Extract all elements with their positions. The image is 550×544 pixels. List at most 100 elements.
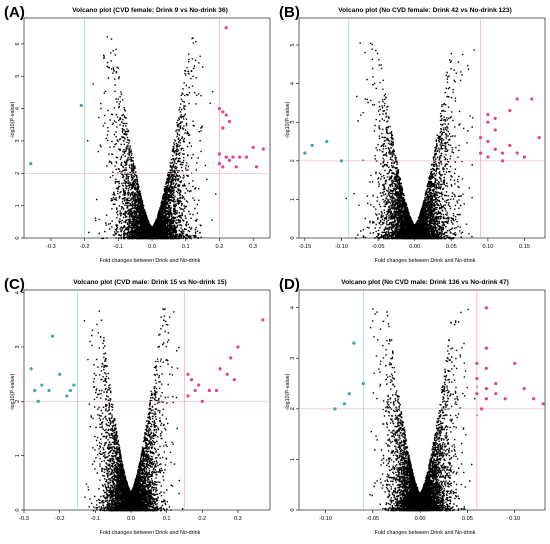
x-tick-label-b-3: 0.00 (409, 244, 420, 250)
x-tick-label-a-6: 0.3 (249, 244, 257, 250)
up-point-b-8 (493, 147, 497, 151)
up-point-a-17 (217, 161, 222, 166)
x-tick-label-a-2: -0.1 (114, 244, 124, 250)
y-tick-label-c-2: 2 (15, 400, 21, 403)
down-point-d-4 (333, 407, 337, 411)
up-point-a-2 (221, 110, 225, 114)
chart-title-c: Volcano plot (CVD male: Drink 15 vs No-d… (73, 279, 226, 286)
up-point-b-6 (478, 136, 483, 140)
x-tick-label-c-5: 0.2 (198, 516, 206, 522)
up-point-d-8 (494, 392, 498, 396)
up-point-b-1 (493, 116, 497, 120)
y-tick-label-a-5: 5 (15, 75, 21, 78)
x-tick-label-b-2: -0.05 (372, 244, 385, 250)
volcano-panel-c: (C) Volcano plot (CVD male: Drink 15 vs … (0, 272, 275, 544)
x-tick-label-a-3: 0.0 (148, 244, 156, 250)
up-point-c-4 (225, 372, 229, 376)
up-point-c-10 (186, 394, 190, 398)
y-tick-label-d-4: 4 (290, 306, 296, 309)
x-axis-label-d: Fold changes between Drink and No-drink (375, 530, 476, 536)
down-point-c-7 (47, 388, 51, 393)
up-point-a-3 (224, 113, 228, 117)
up-point-c-9 (207, 388, 211, 393)
panel-label-b: (B) (279, 4, 300, 21)
x-tick-label-a-5: 0.2 (216, 244, 224, 250)
up-point-d-10 (522, 387, 526, 391)
volcano-svg-d: (D) Volcano plot (No CVD male: Drink 136… (279, 276, 546, 536)
down-point-d-0 (352, 341, 356, 345)
down-point-a-1 (29, 161, 33, 166)
up-point-c-11 (200, 399, 204, 403)
up-point-d-2 (475, 361, 479, 365)
down-point-a-0 (79, 103, 83, 107)
down-point-d-2 (342, 402, 347, 406)
y-tick-label-a-3: 3 (15, 139, 21, 142)
x-tick-label-b-6: 0.15 (519, 244, 530, 250)
up-point-c-5 (232, 378, 236, 382)
x-tick-label-c-3: 0.0 (127, 516, 135, 522)
chart-title-b: Volcano plot (No CVD female: Drink 42 vs… (338, 7, 512, 14)
plot-area-b: -0.15 -0.10 -0.05 0.00 0.05 0.10 0.15 0 1 2 3 4 5 (290, 17, 546, 250)
up-point-a-14 (221, 165, 225, 169)
up-point-b-2 (508, 109, 512, 113)
up-point-c-6 (186, 372, 190, 376)
point-cloud-c (83, 308, 184, 512)
y-tick-label-b-2: 2 (290, 159, 296, 162)
up-point-d-13 (484, 397, 488, 401)
x-tick-label-c-6: 0.3 (234, 516, 242, 522)
down-point-b-2 (325, 139, 329, 144)
y-tick-label-c-0: 0 (15, 508, 21, 511)
up-point-d-14 (480, 407, 484, 411)
volcano-panel-a: (A) Volcano plot (CVD female: Drink 9 vs… (0, 0, 275, 272)
up-point-b-11 (486, 155, 490, 159)
up-point-b-12 (515, 151, 519, 155)
down-point-d-3 (347, 392, 351, 396)
volcano-panel-b: (B) Volcano plot (No CVD female: Drink 4… (275, 0, 550, 272)
y-tick-label-c-3: 3 (15, 345, 21, 348)
point-cloud-path-d (369, 308, 478, 512)
up-point-a-7 (224, 155, 228, 159)
point-cloud-path-c (83, 308, 184, 512)
volcano-svg-a: (A) Volcano plot (CVD female: Drink 9 vs… (4, 4, 271, 264)
up-point-a-11 (227, 158, 232, 162)
y-tick-label-c-4: 4 (15, 291, 21, 294)
up-point-a-6 (217, 152, 222, 156)
x-tick-label-a-0: -0.3 (46, 244, 56, 250)
y-tick-label-b-0: 0 (290, 236, 296, 239)
up-point-d-15 (503, 397, 507, 401)
plot-area-a: -0.3 -0.2 -0.1 0.0 0.1 0.2 0.3 0 1 2 3 4 5 6 (15, 17, 271, 250)
y-tick-label-b-3: 3 (290, 121, 296, 124)
up-point-d-9 (513, 361, 517, 365)
up-point-b-7 (486, 139, 490, 144)
x-tick-label-c-1: -0.2 (55, 516, 65, 522)
y-tick-label-a-4: 4 (15, 107, 21, 110)
up-point-d-6 (484, 387, 488, 391)
up-point-a-12 (251, 145, 255, 150)
up-point-d-7 (475, 392, 479, 396)
down-point-c-2 (58, 372, 62, 376)
down-point-c-4 (40, 383, 44, 387)
volcano-panel-d: (D) Volcano plot (No CVD male: Drink 136… (275, 272, 550, 544)
up-point-b-5 (537, 136, 541, 140)
y-tick-label-d-3: 3 (290, 357, 296, 360)
down-point-c-3 (33, 388, 37, 393)
up-point-a-16 (254, 165, 259, 169)
volcano-svg-b: (B) Volcano plot (No CVD female: Drink 4… (279, 4, 546, 264)
x-tick-label-b-0: -0.15 (298, 244, 311, 250)
y-tick-label-d-0: 0 (290, 508, 296, 511)
up-point-c-3 (218, 367, 222, 371)
down-point-c-1 (29, 367, 33, 371)
down-point-d-1 (361, 381, 365, 386)
y-tick-label-b-5: 5 (290, 43, 296, 46)
up-point-a-0 (224, 26, 228, 30)
up-point-d-1 (484, 346, 488, 350)
x-axis-label-a: Fold changes between Drink and No-drink (100, 258, 201, 264)
point-cloud-path-b (345, 42, 475, 240)
x-tick-label-c-4: 0.1 (163, 516, 171, 522)
x-tick-label-b-5: 0.10 (482, 244, 493, 250)
chart-title-d: Volcano plot (No CVD male: Drink 136 vs … (341, 279, 509, 286)
up-point-c-8 (197, 383, 201, 387)
point-cloud-b (345, 42, 475, 240)
up-point-a-15 (234, 165, 238, 169)
up-point-b-15 (500, 159, 505, 163)
